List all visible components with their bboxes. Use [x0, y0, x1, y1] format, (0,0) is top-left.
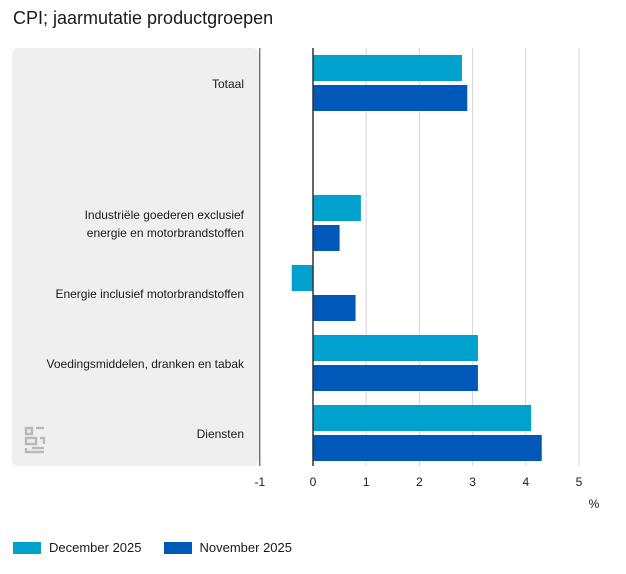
- bar-december-0: [313, 55, 462, 81]
- legend-swatch-december: [13, 541, 41, 554]
- bar-november-0: [313, 85, 468, 111]
- legend-item-november[interactable]: November 2025: [163, 540, 293, 555]
- bar-december-1: [313, 195, 361, 221]
- category-label-panel: [12, 48, 259, 466]
- category-label: Diensten: [12, 425, 244, 443]
- bar-december-3: [313, 335, 478, 361]
- category-label: Totaal: [12, 75, 244, 93]
- bar-november-2: [313, 295, 356, 321]
- x-tick-label: -1: [254, 475, 265, 489]
- bar-november-1: [313, 225, 340, 251]
- bar-november-3: [313, 365, 478, 391]
- legend-label-december: December 2025: [49, 540, 142, 555]
- category-label: Voedingsmiddelen, dranken en tabak: [12, 355, 244, 373]
- x-tick-label: 0: [310, 475, 317, 489]
- cbs-logo-icon: [24, 426, 46, 454]
- x-tick-label: 2: [416, 475, 423, 489]
- legend-label-november: November 2025: [199, 540, 293, 555]
- bar-december-4: [313, 405, 532, 431]
- category-label-line: Industriële goederen exclusief: [84, 207, 244, 222]
- unit-label: %: [589, 497, 600, 511]
- category-label-line: Diensten: [196, 426, 244, 441]
- category-label-line: Energie inclusief motorbrandstoffen: [55, 286, 244, 301]
- legend-swatch-november: [163, 541, 192, 554]
- category-label: Industriële goederen exclusief energie en…: [12, 206, 244, 242]
- bar-december-2: [291, 265, 313, 291]
- category-label-line: Voedingsmiddelen, dranken en tabak: [46, 356, 244, 371]
- bar-november-4: [313, 435, 542, 461]
- category-label: Energie inclusief motorbrandstoffen: [12, 285, 244, 303]
- x-tick-label: 4: [522, 475, 529, 489]
- legend-item-december[interactable]: December 2025: [13, 540, 142, 555]
- category-label-line: energie en motorbrandstoffen: [86, 225, 244, 240]
- x-tick-label: 5: [576, 475, 583, 489]
- legend: December 2025 November 2025: [13, 540, 314, 555]
- category-label-line: Totaal: [211, 76, 244, 91]
- x-tick-label: 3: [469, 475, 476, 489]
- x-tick-label: 1: [363, 475, 370, 489]
- chart-title: CPI; jaarmutatie productgroepen: [13, 8, 274, 28]
